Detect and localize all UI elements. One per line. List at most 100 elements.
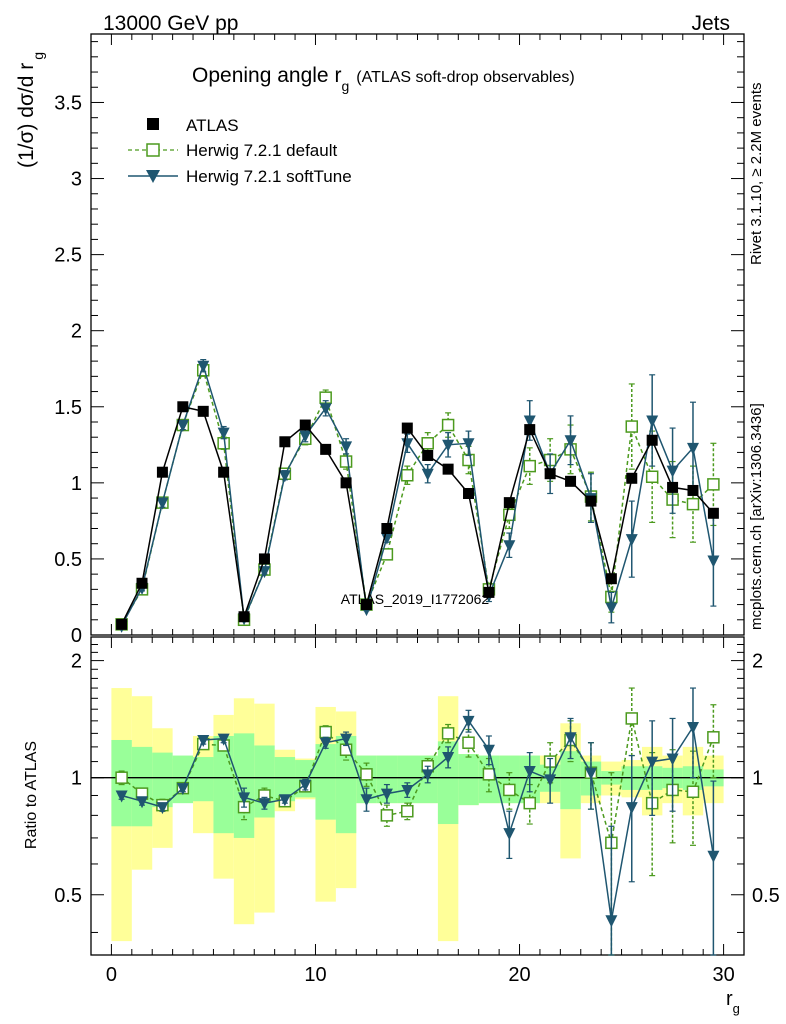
main-atlas-point: [299, 419, 311, 431]
main-softtune-point: [503, 540, 516, 553]
ratio-default-point: [319, 725, 332, 739]
y-tick-label: 2: [71, 321, 82, 343]
main-atlas-point: [320, 443, 332, 455]
legend: ATLAS Herwig 7.2.1 default Herwig 7.2.1 …: [128, 116, 352, 186]
ratio-y-tick-label-right: 0.5: [752, 885, 780, 907]
ratio-softtune-point: [544, 774, 557, 787]
ratio-softtune-point: [605, 915, 618, 928]
header-right: Jets: [691, 12, 730, 35]
y-tick-label: 1.5: [54, 397, 82, 419]
ratio-softtune-point: [646, 756, 659, 769]
main-atlas-point: [218, 466, 230, 478]
main-softtune-point: [564, 435, 577, 448]
y-tick-label: 1: [71, 473, 82, 495]
plot-title-note: (ATLAS soft-drop observables): [356, 69, 574, 86]
ratio-y-tick-label: 2: [71, 651, 82, 673]
ratio-default-point: [380, 809, 394, 822]
ratio-default-point: [462, 736, 475, 749]
ratio-softtune-point: [176, 783, 189, 796]
main-default-point: [686, 497, 700, 511]
main-softtune-point: [278, 470, 291, 483]
main-atlas-point: [381, 522, 393, 534]
main-default-point: [523, 459, 536, 473]
ratio-softtune-point: [156, 802, 169, 815]
main-softtune-point: [666, 465, 679, 478]
ratio-softtune-point: [197, 734, 210, 747]
main-softtune-point: [319, 403, 332, 416]
y-tick-label: 2.5: [54, 245, 82, 267]
ratio-softtune-point: [136, 796, 149, 809]
main-atlas-point: [279, 436, 291, 448]
main-default-point: [339, 455, 353, 468]
band-green: [213, 735, 234, 834]
band-green: [193, 757, 214, 802]
plot-title-main: Opening angle r: [192, 64, 341, 87]
main-default-point: [401, 468, 414, 482]
main-atlas-point: [258, 553, 270, 565]
ratio-default-point: [360, 768, 373, 781]
band-green: [172, 755, 194, 804]
ratio-default-point: [401, 804, 414, 818]
ratio-y-tick-label-right: 1: [752, 768, 763, 790]
main-atlas-point: [565, 475, 577, 487]
main-softtune-point: [686, 442, 699, 455]
legend-default-label: Herwig 7.2.1 default: [186, 141, 337, 160]
main-atlas-point: [442, 463, 454, 475]
ratio-y-tick-label: 0.5: [54, 885, 82, 907]
main-atlas-point: [524, 424, 536, 436]
rivet-label: Rivet 3.1.10, ≥ 2.2M events: [748, 83, 765, 266]
ratio-softtune-point: [503, 828, 516, 841]
ratio-softtune-point: [401, 784, 414, 797]
main-softtune-point: [605, 602, 618, 615]
main-softtune-point: [299, 430, 312, 443]
main-atlas-point: [707, 507, 719, 519]
main-softtune-point: [523, 415, 536, 428]
legend-default-marker: [146, 143, 160, 157]
ratio-softtune-point: [686, 721, 699, 734]
ratio-softtune-point: [707, 850, 720, 863]
main-softtune-point: [707, 555, 720, 568]
main-atlas-point: [687, 484, 699, 496]
main-atlas-point: [197, 405, 209, 417]
main-atlas-point: [156, 466, 168, 478]
mcplots-label: mcplots.cern.ch [arXiv:1306.3436]: [748, 403, 765, 630]
main-softtune-point: [176, 420, 189, 433]
main-atlas-line: [120, 405, 714, 625]
main-atlas-point: [503, 497, 515, 509]
y-tick-label: 3: [71, 169, 82, 191]
main-softtune-point: [380, 532, 393, 545]
x-tick-label: 20: [508, 964, 530, 986]
main-atlas-point: [667, 481, 679, 493]
ratio-xlabel-sub: g: [733, 1001, 740, 1016]
main-atlas-point: [646, 434, 658, 446]
series-layer: [115, 359, 720, 956]
main-atlas-point: [463, 487, 475, 499]
header-left: 13000 GeV pp: [103, 12, 238, 35]
y-tick-label: 0.5: [54, 549, 82, 571]
band-green: [458, 754, 479, 806]
ratio-softtune-point: [340, 733, 353, 746]
ratio-softtune-point: [564, 732, 577, 745]
ratio-default-point: [625, 712, 639, 725]
x-tick-label: 0: [106, 964, 117, 986]
ratio-softtune-point: [360, 794, 373, 807]
ratio-xlabel-text: r: [726, 988, 733, 1010]
ratio-default-point: [482, 768, 496, 781]
ratio-softtune-point: [421, 769, 434, 782]
main-softtune-point: [156, 497, 169, 510]
ratio-y-tick-label-right: 2: [752, 651, 763, 673]
y-tick-label: 3.5: [54, 92, 82, 114]
main-atlas-point: [340, 477, 352, 489]
ratio-softtune-point: [258, 798, 271, 811]
main-softtune-point: [217, 427, 230, 440]
ratio-softtune-point: [380, 788, 393, 801]
main-default-point: [645, 470, 659, 484]
ratio-softtune-point: [319, 737, 332, 750]
band-green: [560, 751, 581, 810]
main-default-point: [707, 478, 720, 491]
ratio-softtune-point: [625, 802, 638, 815]
main-atlas-point: [422, 449, 434, 461]
ratio-softtune-point: [584, 767, 597, 780]
ratio-softtune-point: [523, 766, 536, 779]
main-atlas-point: [626, 472, 638, 484]
